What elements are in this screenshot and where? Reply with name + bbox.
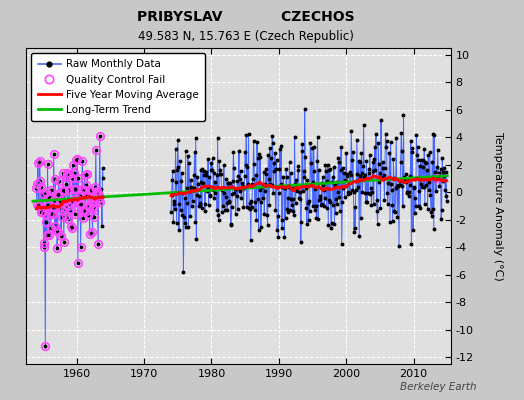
Text: 49.583 N, 15.763 E (Czech Republic): 49.583 N, 15.763 E (Czech Republic) bbox=[138, 30, 354, 43]
Text: Berkeley Earth: Berkeley Earth bbox=[400, 382, 477, 392]
Legend: Raw Monthly Data, Quality Control Fail, Five Year Moving Average, Long-Term Tren: Raw Monthly Data, Quality Control Fail, … bbox=[31, 53, 205, 121]
Y-axis label: Temperature Anomaly (°C): Temperature Anomaly (°C) bbox=[493, 132, 503, 280]
Text: PRIBYSLAV            CZECHOS: PRIBYSLAV CZECHOS bbox=[137, 10, 355, 24]
